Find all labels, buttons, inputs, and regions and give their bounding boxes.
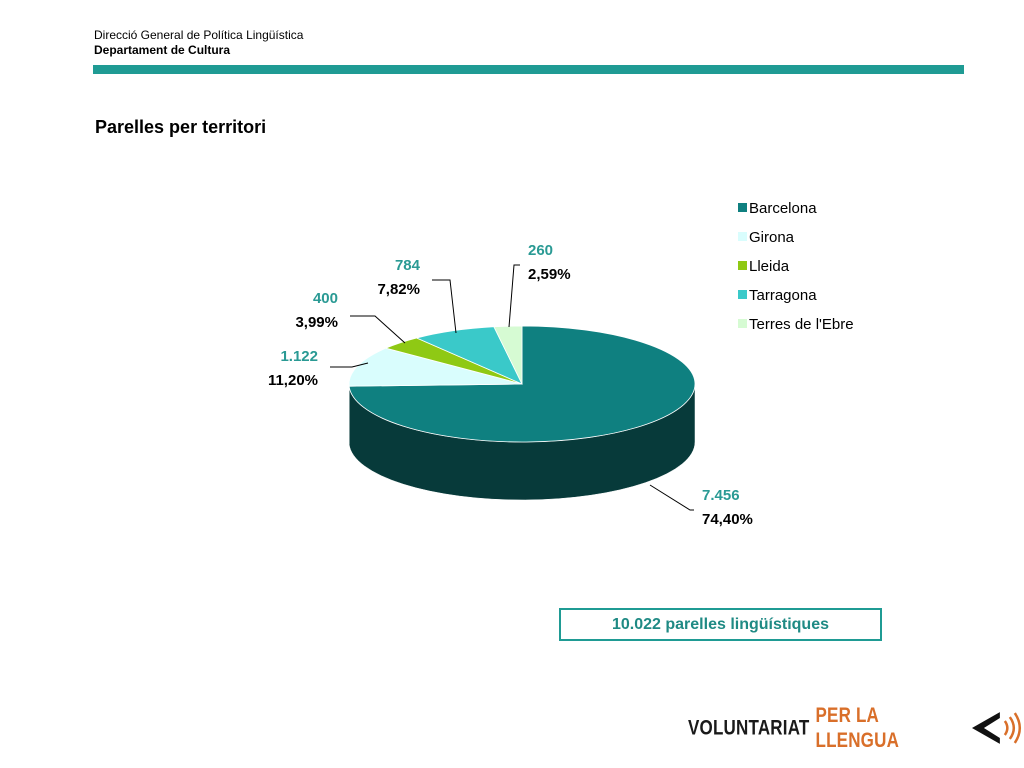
- data-label-percent-barcelona: 74,40%: [702, 511, 753, 528]
- leader-line-lleida: [350, 315, 406, 344]
- logo-word-per-la-llengua: PER LA LLENGUA: [815, 703, 900, 752]
- legend-swatch-lleida: [738, 261, 747, 270]
- data-label-value-barcelona: 7.456: [702, 487, 740, 504]
- leader-line-barcelona: [649, 484, 694, 511]
- legend-label-barcelona: Barcelona: [749, 200, 817, 217]
- org-name: Direcció General de Política Lingüística: [94, 28, 304, 42]
- legend-label-lleida: Lleida: [749, 258, 790, 275]
- legend-label-terres-de-l-ebre: Terres de l'Ebre: [749, 316, 854, 333]
- legend-swatch-barcelona: [738, 203, 747, 212]
- legend-label-tarragona: Tarragona: [749, 287, 817, 304]
- data-label-value-tarragona: 784: [395, 257, 421, 274]
- total-pairs-label: 10.022 parelles lingüístiques: [612, 615, 829, 633]
- total-pairs-box: 10.022 parelles lingüístiques: [559, 608, 882, 641]
- data-label-value-terres-de-l-ebre: 260: [528, 242, 553, 259]
- header-organization: Direcció General de Política Lingüística…: [94, 28, 303, 58]
- data-label-percent-terres-de-l-ebre: 2,59%: [528, 266, 571, 283]
- pie-slice-terres-de-l-ebre: [493, 325, 523, 385]
- header-divider: [93, 65, 964, 74]
- speaker-sound-icon: [972, 712, 1022, 744]
- leader-line-terres-de-l-ebre: [508, 264, 520, 328]
- data-label-percent-lleida: 3,99%: [295, 314, 338, 331]
- slide-title: Parelles per territori: [95, 117, 267, 137]
- legend-swatch-girona: [738, 232, 747, 241]
- legend-label-girona: Girona: [749, 229, 795, 246]
- legend-swatch-terres-de-l-ebre: [738, 319, 747, 328]
- department-name: Departament de Cultura: [94, 43, 231, 57]
- legend-swatch-tarragona: [738, 290, 747, 299]
- data-label-percent-tarragona: 7,82%: [377, 281, 420, 298]
- footer-logo: VOLUNTARIAT PER LA LLENGUA: [688, 703, 1024, 752]
- data-label-value-lleida: 400: [313, 290, 338, 307]
- data-label-percent-girona: 11,20%: [268, 372, 318, 389]
- leader-line-girona: [330, 362, 369, 368]
- data-label-value-girona: 1.122: [280, 348, 318, 365]
- leader-line-tarragona: [432, 279, 457, 334]
- logo-word-voluntariat: VOLUNTARIAT: [688, 715, 810, 740]
